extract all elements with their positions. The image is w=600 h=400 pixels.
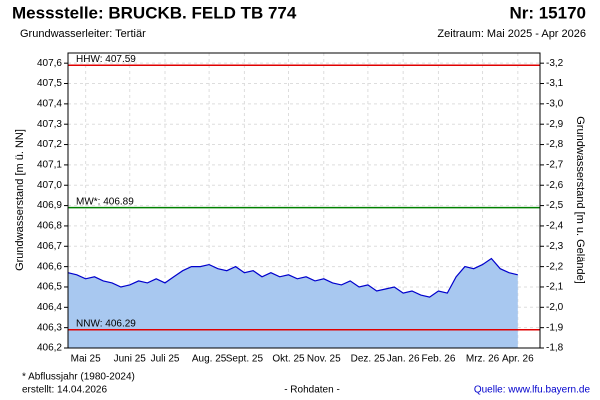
note: - Rohdaten - xyxy=(284,385,340,396)
y2-tick-label: -2,2 xyxy=(546,261,564,272)
y2-tick-label: -3,1 xyxy=(546,78,564,89)
station-number: Nr: 15170 xyxy=(509,3,586,22)
y2-tick-label: -2,8 xyxy=(546,139,564,150)
x-tick-label: Feb. 26 xyxy=(421,354,455,365)
x-tick-label: Juli 25 xyxy=(151,354,180,365)
y2-tick-label: -3,2 xyxy=(546,58,564,69)
created: erstellt: 14.04.2026 xyxy=(22,385,107,396)
source: Quelle: www.lfu.bayern.de xyxy=(474,385,591,396)
x-tick-label: Dez. 25 xyxy=(351,354,386,365)
x-tick-label: Okt. 25 xyxy=(272,354,305,365)
x-tick-label: Jan. 26 xyxy=(387,354,420,365)
area xyxy=(68,258,518,348)
chart-title: Messstelle: BRUCKB. FELD TB 774 xyxy=(12,3,297,22)
y2-tick-label: -1,9 xyxy=(546,322,564,333)
y-tick-label: 407,3 xyxy=(37,119,62,130)
y-tick-label: 406,6 xyxy=(37,261,62,272)
y-tick-label: 407,1 xyxy=(37,160,62,171)
x-tick-label: Sept. 25 xyxy=(226,354,264,365)
y2-tick-label: -2,4 xyxy=(546,221,564,232)
y2-tick-label: -2,5 xyxy=(546,200,564,211)
footnote: * Abflussjahr (1980-2024) xyxy=(22,372,135,383)
y-tick-label: 407,2 xyxy=(37,139,62,150)
y-tick-label: 406,3 xyxy=(37,322,62,333)
x-tick-label: Aug. 25 xyxy=(192,354,227,365)
y-axis-label: Grundwasserstand [m ü. NN] xyxy=(14,129,26,271)
y-tick-label: 406,9 xyxy=(37,200,62,211)
reference-label: NNW: 406.29 xyxy=(76,318,136,329)
y2-axis-label: Grundwasserstand [m u. Gelände] xyxy=(574,116,586,284)
y-tick-label: 407,0 xyxy=(37,180,62,191)
y2-tick-label: -2,9 xyxy=(546,119,564,130)
y-tick-label: 406,5 xyxy=(37,282,62,293)
reference-label: HHW: 407.59 xyxy=(76,54,136,65)
period: Zeitraum: Mai 2025 - Apr 2026 xyxy=(437,28,586,40)
y2-tick-label: -3,0 xyxy=(546,99,564,110)
reference-label: MW*: 406.89 xyxy=(76,196,134,207)
y-tick-label: 407,5 xyxy=(37,78,62,89)
x-tick-label: Nov. 25 xyxy=(307,354,341,365)
y2-tick-label: -1,8 xyxy=(546,343,564,354)
x-tick-label: Mrz. 26 xyxy=(466,354,500,365)
y2-tick-label: -2,6 xyxy=(546,180,564,191)
y-tick-label: 406,2 xyxy=(37,343,62,354)
x-tick-label: Apr. 26 xyxy=(502,354,534,365)
y2-tick-label: -2,7 xyxy=(546,160,564,171)
y-tick-label: 406,7 xyxy=(37,241,62,252)
y-tick-label: 407,6 xyxy=(37,58,62,69)
x-tick-label: Juni 25 xyxy=(114,354,147,365)
line xyxy=(67,257,518,298)
y-tick-label: 406,4 xyxy=(37,302,62,313)
x-tick-label: Mai 25 xyxy=(71,354,101,365)
subtitle: Grundwasserleiter: Tertiär xyxy=(20,28,146,40)
y-tick-label: 406,8 xyxy=(37,221,62,232)
y2-tick-label: -2,3 xyxy=(546,241,564,252)
y-tick-label: 407,4 xyxy=(37,99,62,110)
y2-tick-label: -2,1 xyxy=(546,282,564,293)
y2-tick-label: -2,0 xyxy=(546,302,564,313)
plot-frame xyxy=(67,52,541,349)
